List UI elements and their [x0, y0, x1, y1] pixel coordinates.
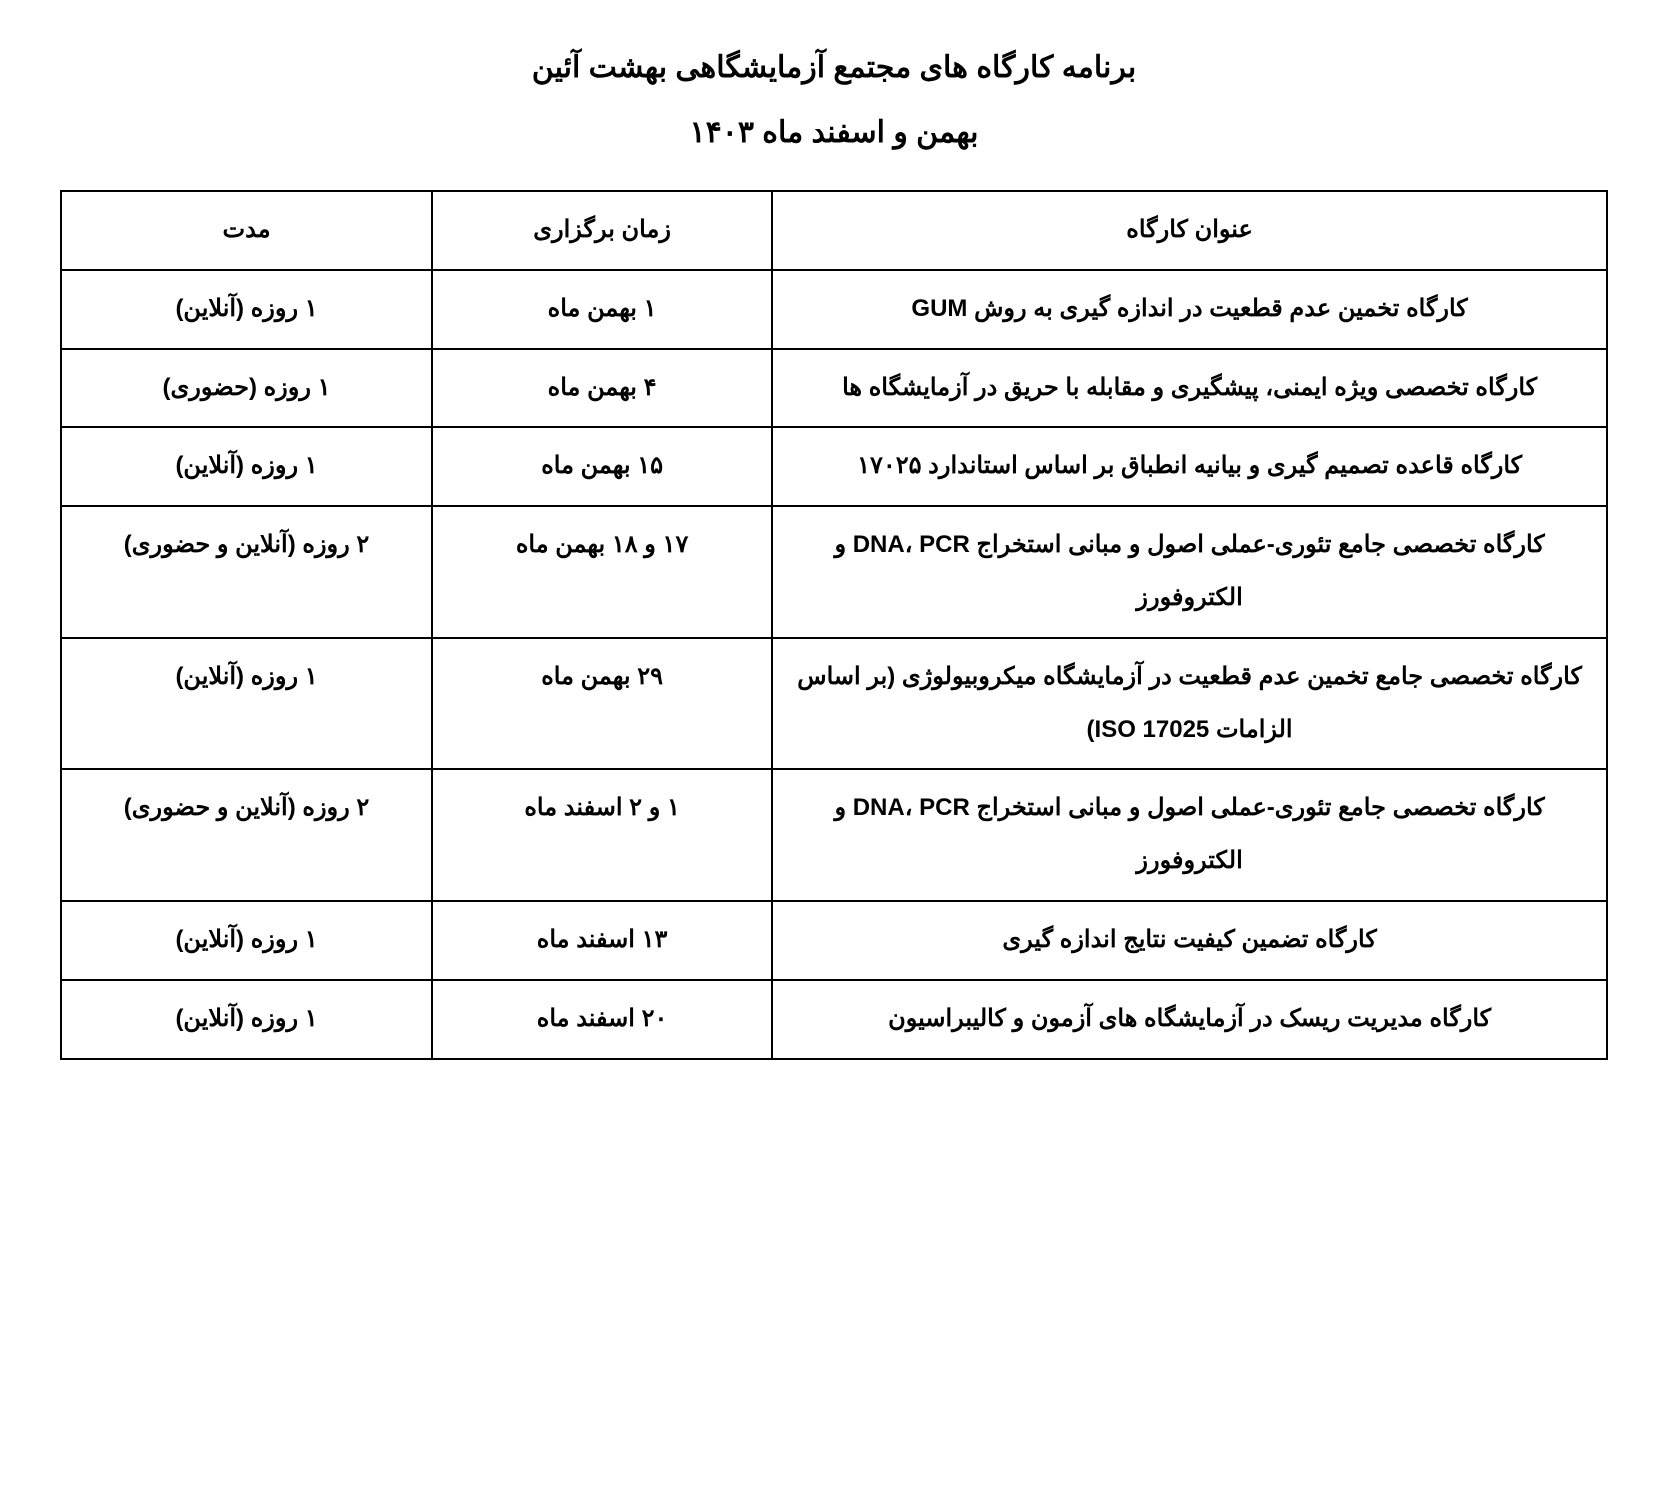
cell-duration: ۱ روزه (آنلاین)	[61, 427, 432, 506]
table-row: کارگاه تخصصی ویژه ایمنی، پیشگیری و مقابل…	[61, 349, 1607, 428]
cell-date: ۱۳ اسفند ماه	[432, 901, 772, 980]
table-row: کارگاه مدیریت ریسک در آزمایشگاه های آزمو…	[61, 980, 1607, 1059]
cell-title: کارگاه تخصصی جامع تئوری-عملی اصول و مبان…	[772, 506, 1607, 638]
heading-line-1: برنامه کارگاه های مجتمع آزمایشگاهی بهشت …	[60, 50, 1608, 85]
cell-title: کارگاه مدیریت ریسک در آزمایشگاه های آزمو…	[772, 980, 1607, 1059]
cell-duration: ۱ روزه (آنلاین)	[61, 980, 432, 1059]
workshops-table: عنوان کارگاه زمان برگزاری مدت کارگاه تخم…	[60, 190, 1608, 1060]
cell-title: کارگاه قاعده تصمیم گیری و بیانیه انطباق …	[772, 427, 1607, 506]
cell-title: کارگاه تضمین کیفیت نتایج اندازه گیری	[772, 901, 1607, 980]
cell-date: ۱۵ بهمن ماه	[432, 427, 772, 506]
col-header-duration: مدت	[61, 191, 432, 270]
cell-title: کارگاه تخمین عدم قطعیت در اندازه گیری به…	[772, 270, 1607, 349]
cell-date: ۱۷ و ۱۸ بهمن ماه	[432, 506, 772, 638]
table-row: کارگاه قاعده تصمیم گیری و بیانیه انطباق …	[61, 427, 1607, 506]
table-body: کارگاه تخمین عدم قطعیت در اندازه گیری به…	[61, 270, 1607, 1059]
cell-date: ۲۰ اسفند ماه	[432, 980, 772, 1059]
table-row: کارگاه تخصصی جامع تخمین عدم قطعیت در آزم…	[61, 638, 1607, 770]
cell-duration: ۱ روزه (حضوری)	[61, 349, 432, 428]
heading-line-2: بهمن و اسفند ماه ۱۴۰۳	[60, 115, 1608, 150]
cell-date: ۴ بهمن ماه	[432, 349, 772, 428]
cell-duration: ۲ روزه (آنلاین و حضوری)	[61, 506, 432, 638]
cell-title: کارگاه تخصصی ویژه ایمنی، پیشگیری و مقابل…	[772, 349, 1607, 428]
cell-date: ۱ بهمن ماه	[432, 270, 772, 349]
table-header-row: عنوان کارگاه زمان برگزاری مدت	[61, 191, 1607, 270]
cell-date: ۱ و ۲ اسفند ماه	[432, 769, 772, 901]
table-row: کارگاه تخصصی جامع تئوری-عملی اصول و مبان…	[61, 769, 1607, 901]
table-row: کارگاه تضمین کیفیت نتایج اندازه گیری۱۳ ا…	[61, 901, 1607, 980]
col-header-title: عنوان کارگاه	[772, 191, 1607, 270]
page-heading: برنامه کارگاه های مجتمع آزمایشگاهی بهشت …	[60, 50, 1608, 150]
cell-duration: ۱ روزه (آنلاین)	[61, 270, 432, 349]
cell-duration: ۲ روزه (آنلاین و حضوری)	[61, 769, 432, 901]
cell-title: کارگاه تخصصی جامع تئوری-عملی اصول و مبان…	[772, 769, 1607, 901]
cell-duration: ۱ روزه (آنلاین)	[61, 638, 432, 770]
table-row: کارگاه تخصصی جامع تئوری-عملی اصول و مبان…	[61, 506, 1607, 638]
cell-date: ۲۹ بهمن ماه	[432, 638, 772, 770]
cell-duration: ۱ روزه (آنلاین)	[61, 901, 432, 980]
table-row: کارگاه تخمین عدم قطعیت در اندازه گیری به…	[61, 270, 1607, 349]
col-header-date: زمان برگزاری	[432, 191, 772, 270]
cell-title: کارگاه تخصصی جامع تخمین عدم قطعیت در آزم…	[772, 638, 1607, 770]
